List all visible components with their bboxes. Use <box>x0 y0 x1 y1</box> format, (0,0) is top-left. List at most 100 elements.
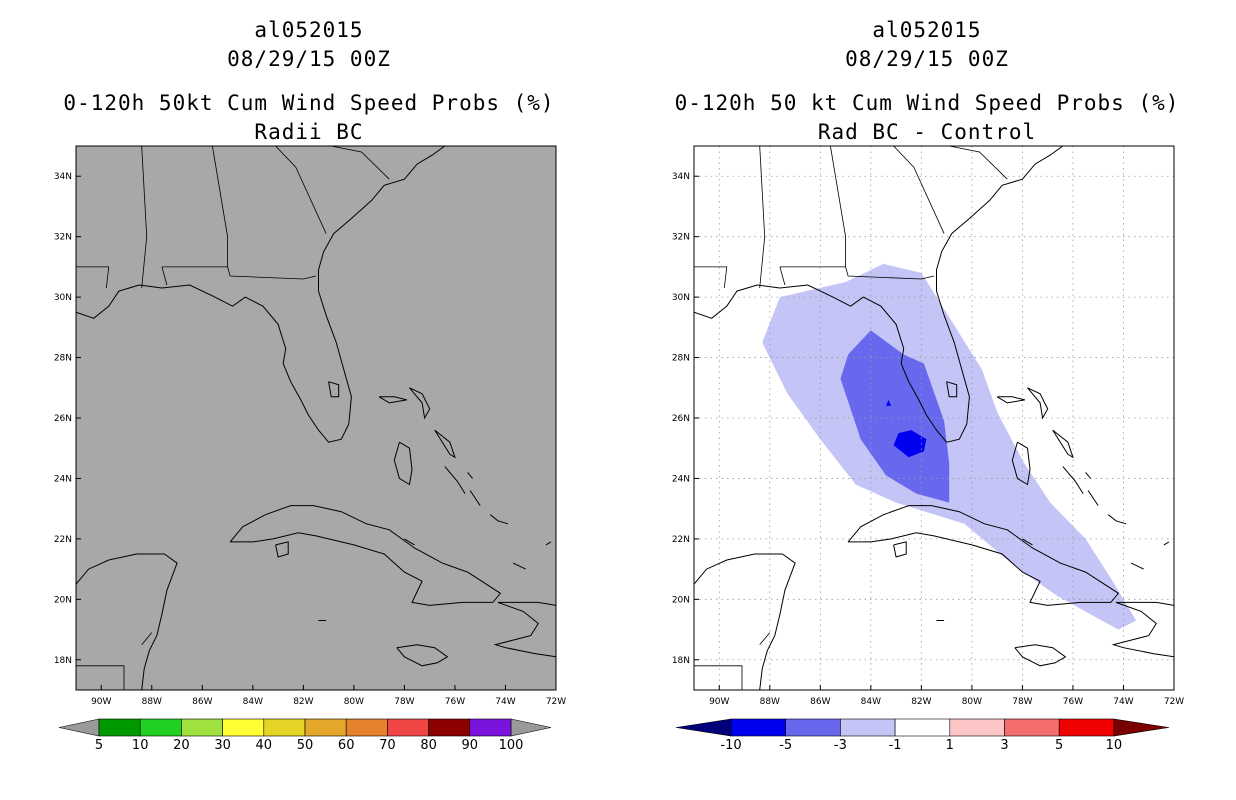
colorbar-label: 1 <box>946 738 954 753</box>
coastline <box>694 146 1064 443</box>
state-border <box>76 266 110 289</box>
colorbar-label: 20 <box>173 738 190 753</box>
y-tick-label: 20N <box>672 595 690 605</box>
colorbar-high-arrow <box>1113 718 1169 737</box>
x-tick-label: 86W <box>810 697 830 707</box>
left-chart-panel: al052015 08/29/15 00Z 0-120h 50kt Cum Wi… <box>54 18 566 753</box>
coastline <box>434 429 456 459</box>
state-border <box>212 146 228 267</box>
coastline <box>393 441 413 486</box>
left-map-chart: 90W 88W 86W 84W 82W 80W 78W 76W 74W 72W 18N 20N 22N 2… <box>54 145 566 753</box>
colorbar-swatch <box>345 718 388 737</box>
storm-id: al052015 <box>872 18 982 42</box>
y-tick-label: 24N <box>54 474 72 484</box>
x-tick-label: 90W <box>709 697 729 707</box>
chart-subtitle: Radii BC <box>254 120 364 144</box>
storm-id: al052015 <box>254 18 364 42</box>
colorbar-swatch <box>387 718 429 737</box>
coastline <box>489 514 509 525</box>
chart-title: 0-120h 50 kt Cum Wind Speed Probs (%) <box>674 91 1180 115</box>
coastline <box>946 381 958 398</box>
y-tick-label: 26N <box>54 414 72 424</box>
right-chart-panel: al052015 08/29/15 00Z 0-120h 50 kt Cum W… <box>618 0 1236 800</box>
colorbar-label: 80 <box>420 738 437 753</box>
colorbar-swatch <box>428 718 471 737</box>
state-border <box>141 632 153 645</box>
forecast-datetime: 08/29/15 00Z <box>845 47 1009 71</box>
colorbar-swatch <box>222 718 265 737</box>
x-tick-label: 84W <box>861 697 881 707</box>
colorbar-swatch <box>1058 718 1115 737</box>
coastline <box>1027 387 1049 420</box>
map-layers <box>694 146 1174 690</box>
coastline <box>847 505 1120 606</box>
colorbar-label: 5 <box>95 738 103 753</box>
y-tick-label: 26N <box>672 414 690 424</box>
y-tick-label: 22N <box>54 535 72 545</box>
coastline <box>694 553 796 690</box>
state-border <box>694 665 743 690</box>
colorbar-label: -5 <box>779 738 792 753</box>
state-border <box>141 146 148 289</box>
coastline <box>404 538 415 546</box>
x-tick-label: 82W <box>911 697 931 707</box>
x-tick-label: 86W <box>192 697 212 707</box>
coastline <box>1062 466 1084 494</box>
x-tick-label: 90W <box>91 697 111 707</box>
colorbar-low-arrow <box>675 718 732 737</box>
colorbar-label: 10 <box>1106 738 1123 753</box>
y-tick-label: 32N <box>672 233 690 243</box>
coastline <box>378 396 408 404</box>
coastline <box>1111 601 1174 658</box>
x-tick-label: 74W <box>495 697 515 707</box>
x-tick-label: 76W <box>1063 697 1083 707</box>
colorbar-swatch <box>785 718 841 737</box>
colorbar-swatch <box>1004 718 1060 737</box>
colorbar-label: 90 <box>462 738 479 753</box>
colorbar-label: -1 <box>889 738 902 753</box>
coastline <box>493 601 556 658</box>
coastline <box>1014 644 1067 667</box>
state-border <box>779 266 786 286</box>
colorbar-label: 30 <box>214 738 231 753</box>
colorbar-label: 5 <box>1055 738 1063 753</box>
coastline <box>444 466 466 494</box>
coastline <box>545 541 552 546</box>
right-map-chart: 90W 88W 86W 84W 82W 80W 78W 76W 74W 72W 18N 20N 22N 2… <box>672 145 1184 753</box>
map-background <box>76 146 556 690</box>
x-tick-label: 72W <box>1164 697 1184 707</box>
colorbar-swatch <box>304 718 347 737</box>
x-tick-label: 74W <box>1113 697 1133 707</box>
colorbar-label: 60 <box>338 738 355 753</box>
coastline <box>328 381 340 398</box>
coastline <box>996 396 1026 404</box>
state-border <box>161 266 317 280</box>
colorbar-swatch <box>894 718 951 737</box>
colorbar-swatch <box>730 718 787 737</box>
colorbar-swatch <box>949 718 1005 737</box>
y-tick-label: 18N <box>672 656 690 666</box>
colorbar-label: 40 <box>256 738 273 753</box>
forecast-datetime: 08/29/15 00Z <box>227 47 391 71</box>
coastline <box>1087 490 1099 506</box>
coastline <box>467 472 473 479</box>
x-tick-label: 88W <box>142 697 162 707</box>
state-border <box>779 266 935 280</box>
y-tick-label: 18N <box>54 656 72 666</box>
colorbar-high-arrow <box>510 718 552 737</box>
state-border <box>76 665 125 690</box>
y-tick-label: 30N <box>54 293 72 303</box>
x-tick-label: 72W <box>546 697 566 707</box>
coastline <box>229 505 502 606</box>
x-tick-label: 80W <box>344 697 364 707</box>
state-border <box>759 632 771 645</box>
y-tick-label: 20N <box>54 595 72 605</box>
y-tick-label: 28N <box>672 354 690 364</box>
coastline <box>275 541 289 558</box>
coastline <box>1052 429 1074 459</box>
state-border <box>759 146 766 289</box>
colorbar-low-arrow <box>58 718 100 737</box>
coastline <box>1011 441 1031 486</box>
chart-title: 0-120h 50kt Cum Wind Speed Probs (%) <box>63 91 555 115</box>
x-tick-label: 78W <box>394 697 414 707</box>
